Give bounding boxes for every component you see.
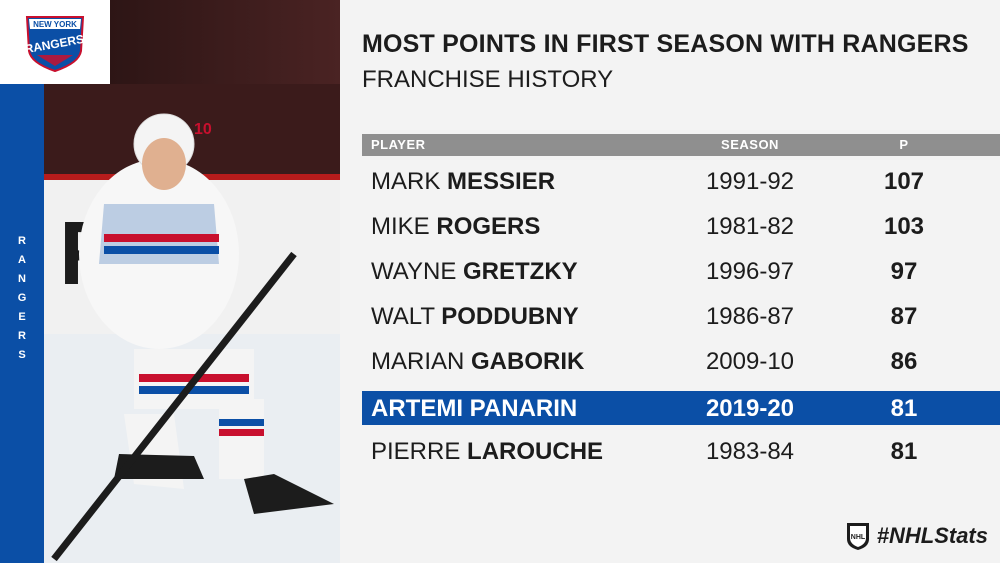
player-first-name: ARTEMI — [371, 395, 463, 422]
player-name: WAYNE GRETZKY — [371, 258, 578, 286]
sidebar-letter: N — [18, 273, 26, 285]
page-subtitle: FRANCHISE HISTORY — [362, 66, 614, 93]
logo-line1: NEW YORK — [33, 20, 77, 29]
player-last-name: PANARIN — [469, 395, 578, 422]
sidebar-letter: S — [18, 349, 26, 361]
page-title: MOST POINTS IN FIRST SEASON WITH RANGERS — [362, 30, 969, 58]
table-row: MIKE ROGERS 1981-82 103 — [362, 209, 1000, 243]
table-row: PIERRE LAROUCHE 1983-84 81 — [362, 434, 1000, 468]
player-photo: R 10 — [44, 84, 340, 563]
jersey-number: 10 — [194, 121, 212, 138]
table-row: MARK MESSIER 1991-92 107 — [362, 164, 1000, 198]
player-first-name: MARIAN — [371, 348, 465, 375]
player-first-name: MARK — [371, 168, 441, 195]
sidebar-letter: G — [17, 292, 27, 304]
player-last-name: LAROUCHE — [467, 438, 604, 465]
season-cell: 2019-20 — [705, 395, 795, 422]
points-cell: 97 — [890, 258, 918, 285]
points-cell: 81 — [890, 395, 918, 422]
photo-background-top — [110, 0, 340, 84]
season-cell: 1991-92 — [705, 168, 795, 195]
nhl-logo-text: NHL — [851, 534, 866, 541]
player-name: WALT PODDUBNY — [371, 303, 579, 331]
sidebar-letter: A — [18, 254, 26, 266]
nhl-shield-icon: NHL — [846, 523, 869, 550]
column-header-player: PLAYER — [371, 137, 426, 152]
season-cell: 1983-84 — [705, 438, 795, 465]
player-name: PIERRE LAROUCHE — [371, 438, 603, 466]
player-last-name: ROGERS — [436, 213, 541, 240]
column-header-points: P — [899, 137, 909, 152]
player-first-name: MIKE — [371, 213, 430, 240]
player-name: MARIAN GABORIK — [371, 348, 584, 376]
player-first-name: PIERRE — [371, 438, 461, 465]
season-cell: 1986-87 — [705, 303, 795, 330]
points-cell: 81 — [890, 438, 918, 465]
player-last-name: MESSIER — [447, 168, 556, 195]
player-name: ARTEMI PANARIN — [371, 395, 577, 423]
player-first-name: WAYNE — [371, 258, 457, 285]
table-header: PLAYER SEASON P — [362, 134, 1000, 156]
player-name: MARK MESSIER — [371, 168, 555, 196]
points-cell: 103 — [883, 213, 925, 240]
hashtag: #NHLStats — [876, 523, 988, 548]
points-cell: 86 — [890, 348, 918, 375]
table-row-highlighted: ARTEMI PANARIN 2019-20 81 — [362, 391, 1000, 425]
footer: NHL #NHLStats — [845, 521, 988, 551]
table-row: WAYNE GRETZKY 1996-97 97 — [362, 254, 1000, 288]
season-cell: 1981-82 — [705, 213, 795, 240]
column-header-season: SEASON — [721, 137, 779, 152]
player-last-name: GABORIK — [471, 348, 585, 375]
sidebar-letter: E — [18, 311, 26, 323]
player-name: MIKE ROGERS — [371, 213, 540, 241]
season-cell: 2009-10 — [705, 348, 795, 375]
season-cell: 1996-97 — [705, 258, 795, 285]
rangers-logo: NEW YORK RANGERS — [0, 0, 110, 84]
table-row: WALT PODDUBNY 1986-87 87 — [362, 299, 1000, 333]
points-cell: 107 — [883, 168, 925, 195]
player-first-name: WALT — [371, 303, 435, 330]
table-row: MARIAN GABORIK 2009-10 86 — [362, 344, 1000, 378]
player-last-name: GRETZKY — [463, 258, 578, 285]
rangers-shield-icon: NEW YORK RANGERS — [24, 16, 85, 73]
points-cell: 87 — [890, 303, 918, 330]
sidebar-stripe — [0, 0, 44, 563]
sidebar-letter: R — [18, 330, 26, 342]
sidebar-letter: R — [18, 235, 26, 247]
player-last-name: PODDUBNY — [441, 303, 579, 330]
